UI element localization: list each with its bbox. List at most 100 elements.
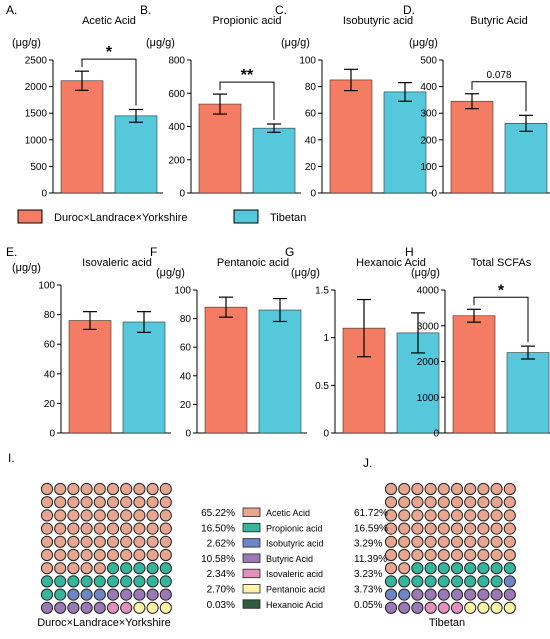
waffle-dot-butyric [40, 601, 54, 614]
right-percent: 0.05% [354, 600, 382, 611]
waffle-dot-acetic [450, 535, 464, 548]
waffle-dot-isovaleric [437, 601, 450, 614]
waffle-dot-acetic [159, 522, 172, 535]
waffle-dot-acetic [54, 482, 67, 496]
waffle-dot-isobutyric [93, 588, 106, 601]
left-percent: 0.03% [207, 600, 235, 611]
panel-letter-j: J. [363, 456, 372, 470]
waffle-dot-acetic [437, 509, 450, 522]
waffle-dot-acetic [477, 522, 490, 535]
waffle-dot-acetic [106, 548, 120, 562]
bar-tibetan [504, 123, 548, 194]
panel-title: Pentanoic acid [217, 257, 289, 269]
y-tick-label: 100 [299, 56, 316, 67]
waffle-dot-isobutyric [398, 588, 411, 601]
bar-duroc [450, 100, 494, 194]
waffle-dot-acetic [106, 482, 120, 496]
y-tick-label: 20 [180, 400, 192, 411]
waffle-dot-acetic [54, 535, 67, 548]
waffle-dot-acetic [146, 509, 159, 522]
waffle-dot-propionic [67, 575, 80, 588]
waffle-dot-acetic [411, 522, 424, 535]
waffle-dot-acetic [93, 562, 106, 575]
y-tick-label: 0.5 [315, 381, 329, 392]
waffle-dot-acetic [490, 509, 503, 522]
waffle-dot-acetic [424, 496, 437, 509]
waffle-dot-acetic [398, 509, 411, 522]
waffle-dot-propionic [490, 575, 503, 588]
significance-label: * [498, 282, 505, 299]
y-tick-label: 60 [180, 343, 192, 354]
waffle-dot-acetic [67, 535, 80, 548]
waffle-dot-propionic [133, 575, 146, 588]
waffle-dot-acetic [450, 548, 464, 562]
waffle-dot-acetic [464, 548, 477, 562]
waffle-dot-isobutyric [67, 588, 80, 601]
unit-label: (μg/g) [281, 37, 310, 49]
panel-letter: E. [6, 245, 17, 259]
waffle-dot-acetic [54, 548, 67, 562]
waffle-dot-acetic [411, 535, 424, 548]
waffle-dot-acetic [159, 496, 172, 509]
bar-panel-4: D. Butyric Acid (μg/g) 0 100 200 300 400 500 0.07… [403, 3, 550, 200]
unit-label: (μg/g) [291, 267, 320, 279]
waffle-dot-acetic [398, 482, 411, 496]
waffle-dot-acetic [384, 482, 398, 496]
bar-panel-5: E. Isovaleric acid (μg/g) 0 20 40 60 80 100 [6, 245, 171, 440]
y-tick-label: 500 [30, 162, 47, 173]
panel-letter: C. [275, 3, 287, 17]
waffle-dot-acetic [411, 548, 424, 562]
waffle-dot-butyric [80, 601, 93, 614]
y-tick-label: 60 [305, 109, 317, 120]
waffle-dot-isovaleric [120, 601, 133, 614]
waffle-left-label: Duroc×Landrace×Yorkshire [37, 617, 171, 629]
waffle-dot-acetic [424, 535, 437, 548]
y-tick-label: 100 [420, 162, 437, 173]
waffle-dot-acetic [133, 509, 146, 522]
waffle-dot-pentanoic [477, 601, 490, 614]
bar-tibetan [258, 309, 302, 434]
y-tick-label: 1500 [25, 109, 48, 120]
waffle-dot-acetic [106, 522, 120, 535]
composition-legend: 65.22% Acetic Acid 61.72% 16.50% Propionic a… [201, 507, 388, 611]
bar-panel-1: A. Acetic Acid (μg/g) 0 500 1000 1500 2000 2500 * [6, 3, 163, 200]
composition-item-label: Propionic acid [266, 523, 323, 533]
waffle-dot-propionic [384, 575, 398, 588]
waffle-dot-isobutyric [80, 588, 93, 601]
waffle-dot-propionic [490, 562, 503, 575]
legend-label-tibetan: Tibetan [270, 212, 306, 224]
waffle-dot-acetic [106, 496, 120, 509]
waffle-dot-acetic [490, 522, 503, 535]
waffle-dot-acetic [384, 535, 398, 548]
composition-swatch [242, 568, 261, 579]
waffle-dot-acetic [120, 496, 133, 509]
waffle-dot-acetic [146, 496, 159, 509]
waffle-dot-propionic [54, 588, 67, 601]
waffle-dot-butyric [450, 588, 464, 601]
composition-swatch [242, 522, 261, 533]
waffle-dot-propionic [398, 575, 411, 588]
waffle-dot-propionic [464, 575, 477, 588]
waffle-dot-butyric [490, 588, 503, 601]
waffle-dot-butyric [159, 588, 172, 601]
waffle-dot-acetic [80, 522, 93, 535]
bar-tibetan [506, 352, 550, 434]
waffle-dot-acetic [398, 522, 411, 535]
y-tick-label: 40 [44, 369, 56, 380]
waffle-dot-propionic [40, 575, 54, 588]
composition-item-label: Butyric Acid [266, 554, 313, 564]
y-tick-label: 1000 [417, 393, 440, 404]
waffle-dot-acetic [54, 522, 67, 535]
composition-item-label: Pentanoic acid [266, 585, 325, 595]
waffle-dot-propionic [424, 575, 437, 588]
panel-letter: F [150, 245, 157, 259]
waffle-dot-propionic [106, 562, 120, 575]
waffle-dot-propionic [80, 575, 93, 588]
waffle-dot-acetic [490, 535, 503, 548]
waffle-dot-acetic [67, 496, 80, 509]
significance-bracket [471, 81, 527, 112]
waffle-dot-acetic [490, 548, 503, 562]
waffle-dot-butyric [67, 601, 80, 614]
